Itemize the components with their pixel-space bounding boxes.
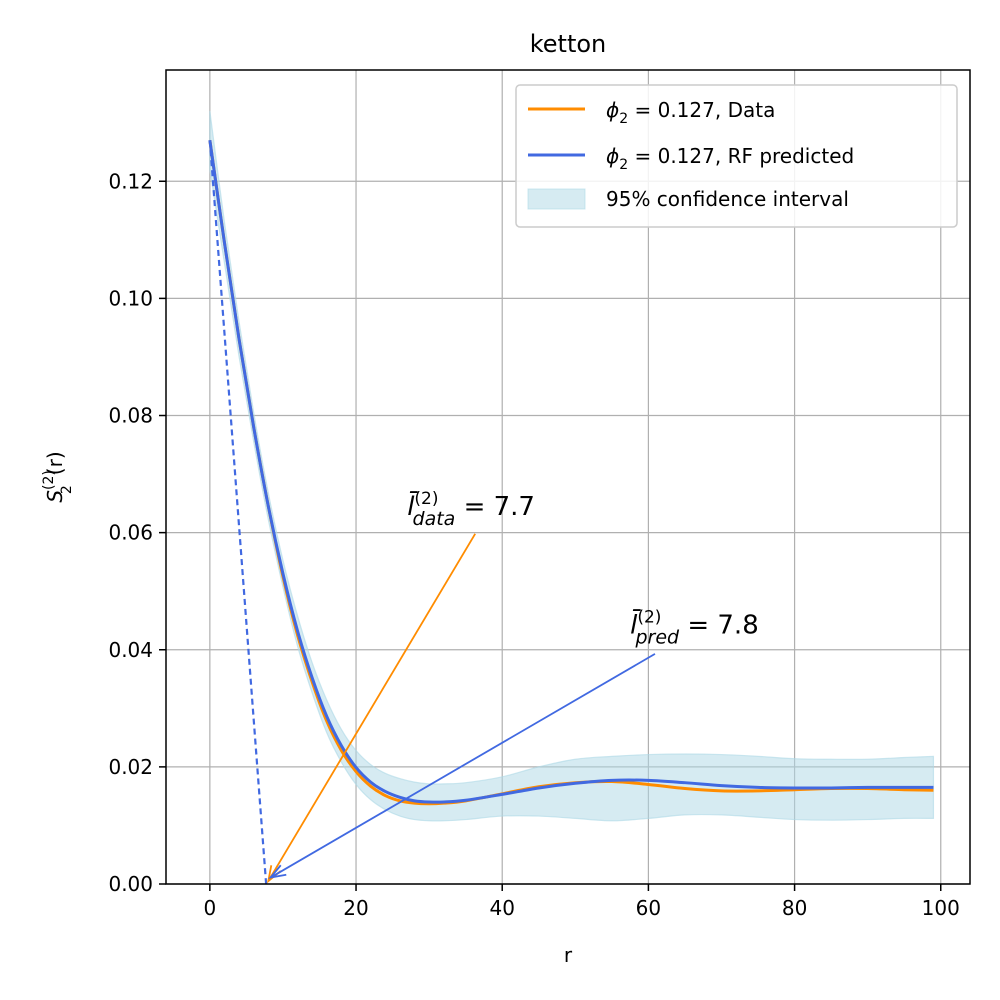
x-tick-label: 100: [922, 896, 960, 920]
legend-frame: [515, 84, 958, 228]
legend-label-rf-predicted: ϕ2 = 0.127, RF predicted: [606, 144, 854, 173]
x-tick-label: 20: [343, 896, 368, 920]
y-tick-label: 0.02: [108, 755, 153, 779]
confidence-band-layer: [209, 110, 935, 822]
y-tick-label: 0.06: [108, 521, 153, 545]
annotation-label-pred: l̄(2) pred = 7.8: [630, 607, 759, 648]
y-axis-label: S(2) 2 (r): [41, 451, 75, 502]
legend-label-confidence-interval: 95% confidence interval: [606, 187, 849, 211]
chart-title: ketton: [530, 30, 607, 58]
legend-label-data: ϕ2 = 0.127, Data: [606, 98, 775, 127]
y-axis-label-tail: (r): [43, 451, 67, 475]
annotation-label-data: l̄(2) data = 7.7: [407, 489, 535, 530]
y-tick-label: 0.04: [108, 638, 153, 662]
annotation-arrow-data: [267, 533, 476, 882]
plot-frame: [165, 69, 971, 885]
x-tick-label: 40: [489, 896, 514, 920]
annotation-layer: l̄(2) data = 7.7 l̄(2) pred = 7.8: [266, 489, 759, 884]
series-layer: [208, 140, 934, 885]
y-tick-label: 0.12: [108, 169, 153, 193]
series-line-rf-predicted: [208, 140, 934, 804]
y-axis-label-sup: (2): [41, 470, 57, 490]
y-axis-label-main: S: [43, 490, 67, 503]
annotation-arrow-pred: [270, 653, 656, 879]
legend: ϕ2 = 0.127, Data ϕ2 = 0.127, RF predicte…: [515, 84, 958, 228]
y-tick-label: 0.08: [108, 404, 153, 428]
y-axis-label-sub: 2: [59, 485, 75, 494]
confidence-band: [209, 110, 935, 822]
x-tick-label: 60: [636, 896, 661, 920]
svg-text:S(2)2(r): S(2) 2 (r): [41, 451, 75, 502]
x-tick-label: 0: [203, 896, 216, 920]
y-tick-label: 0.10: [108, 286, 153, 310]
y-tick-label: 0.00: [108, 872, 153, 896]
tangent-dashed-line: [208, 140, 268, 885]
x-tick-label: 80: [782, 896, 807, 920]
ticks: 0 20 40 60 80 100 0.00 0.02 0.04 0.06 0.08 0.10 0.12: [108, 169, 959, 920]
annotation-arrowhead-pred: [268, 864, 287, 879]
x-axis-label: r: [564, 943, 573, 967]
legend-swatch-confidence-interval: [527, 188, 586, 210]
